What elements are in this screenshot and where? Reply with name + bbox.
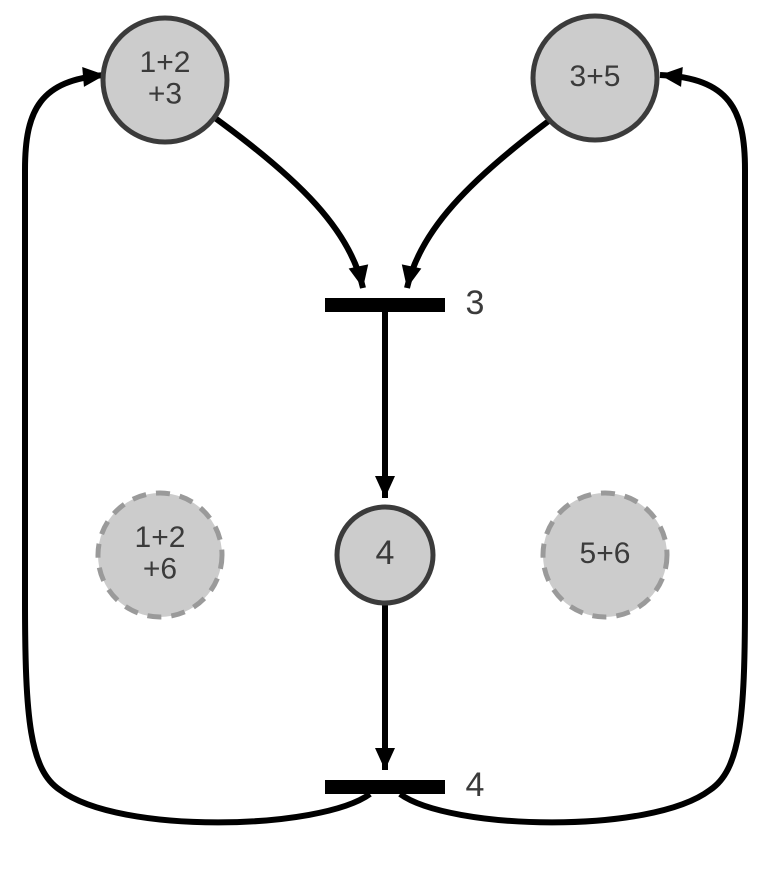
node-n1: 1+2+3 bbox=[103, 18, 227, 142]
edge-e6 bbox=[400, 75, 745, 822]
transition-t4 bbox=[325, 780, 445, 794]
arrowhead bbox=[349, 264, 369, 288]
transition-t3 bbox=[325, 298, 445, 312]
node-label: +3 bbox=[148, 78, 182, 111]
edges-layer bbox=[25, 75, 745, 822]
node-label: +6 bbox=[143, 553, 177, 586]
arrowhead bbox=[375, 748, 395, 770]
node-n2: 3+5 bbox=[533, 16, 657, 140]
node-label: 4 bbox=[376, 534, 395, 572]
node-label: 5+6 bbox=[580, 537, 631, 570]
edge-e2 bbox=[407, 120, 550, 288]
node-label: 3+5 bbox=[570, 60, 621, 93]
node-label: 1+2 bbox=[135, 521, 186, 554]
transition-label-t3: 3 bbox=[466, 284, 485, 322]
transition-label-t4: 4 bbox=[466, 766, 485, 804]
arrowhead bbox=[375, 476, 395, 498]
arrowhead bbox=[660, 67, 683, 87]
node-n3: 1+2+6 bbox=[98, 493, 222, 617]
edge-e1 bbox=[215, 118, 363, 288]
node-n5: 5+6 bbox=[543, 493, 667, 617]
arrowhead bbox=[402, 264, 422, 288]
edge-e5 bbox=[25, 75, 370, 822]
node-label: 1+2 bbox=[140, 46, 191, 79]
node-n4: 4 bbox=[337, 507, 433, 603]
